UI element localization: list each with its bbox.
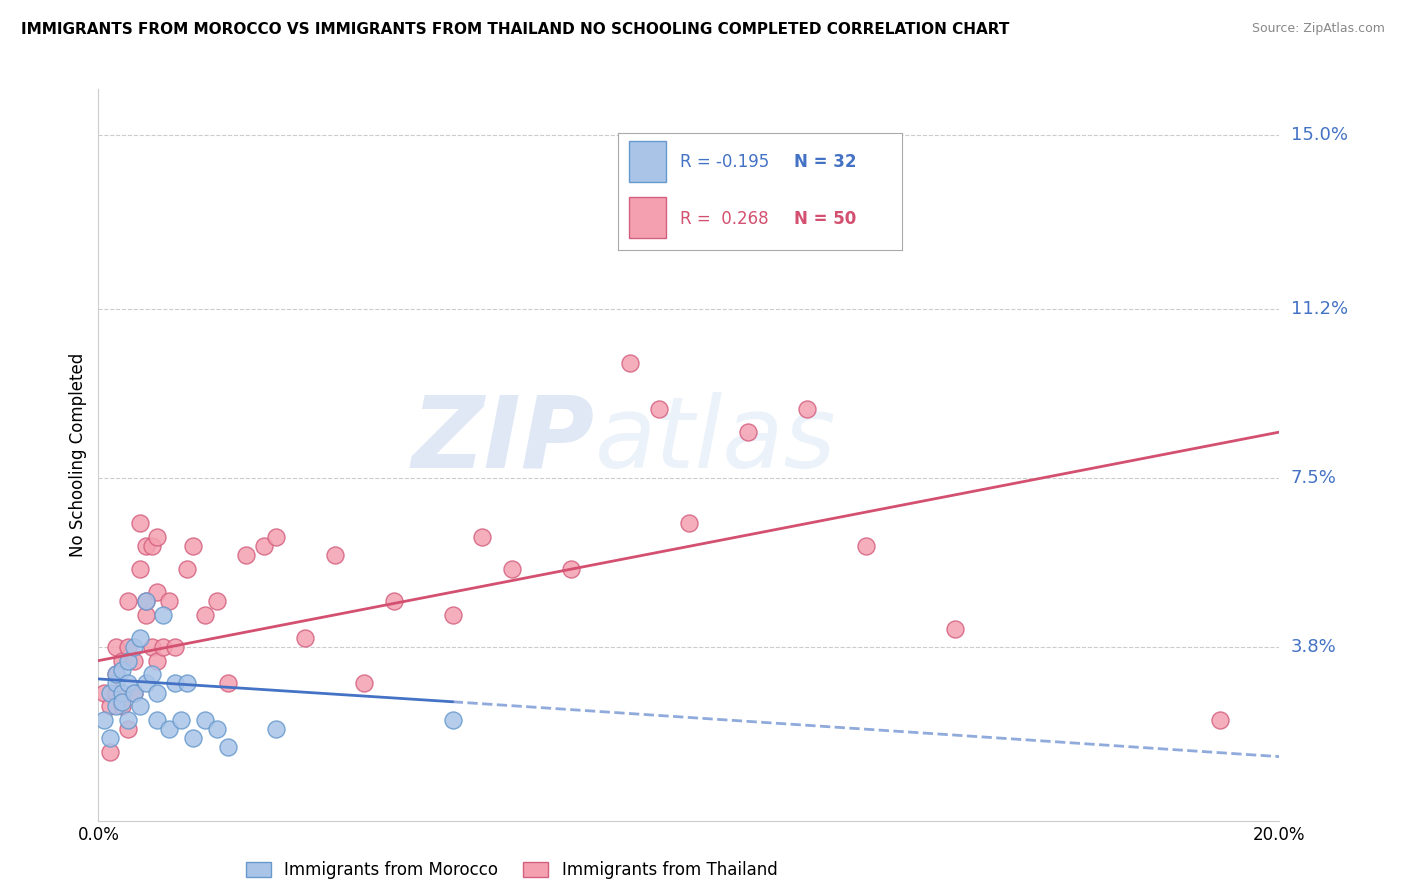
Point [98,685,121,699]
Point [105,640,128,654]
Point [205,723,228,737]
Point [128,562,150,576]
Point [141,539,163,553]
Point [135,676,157,690]
Y-axis label: No Schooling Completed: No Schooling Completed [69,353,87,557]
Point [165,640,187,654]
Point [93,713,115,727]
Point [98,731,121,746]
Point [217,676,239,690]
Point [170,713,193,727]
Point [105,667,128,681]
Point [122,685,145,699]
Point [117,723,139,737]
Point [146,713,169,727]
Point [181,539,204,553]
Point [105,676,128,690]
Point [105,667,128,681]
Point [176,676,198,690]
Point [323,549,346,563]
Text: 3.8%: 3.8% [1291,638,1336,656]
Point [105,699,128,714]
Point [135,594,157,608]
Point [135,594,157,608]
Point [648,402,671,417]
Point [560,562,582,576]
Text: atlas: atlas [595,392,837,489]
Point [135,607,157,622]
Point [796,402,818,417]
Point [98,699,121,714]
Point [165,676,187,690]
Point [855,539,877,553]
Point [141,640,163,654]
Point [737,425,759,439]
Point [943,622,966,636]
Point [117,676,139,690]
Point [111,663,134,677]
Point [135,539,157,553]
Point [152,640,174,654]
Point [264,723,287,737]
Text: IMMIGRANTS FROM MOROCCO VS IMMIGRANTS FROM THAILAND NO SCHOOLING COMPLETED CORRE: IMMIGRANTS FROM MOROCCO VS IMMIGRANTS FR… [21,22,1010,37]
Point [501,562,523,576]
Point [93,685,115,699]
Point [353,676,375,690]
Point [1209,713,1232,727]
Point [619,356,641,371]
Point [105,685,128,699]
Point [235,549,257,563]
Point [146,530,169,544]
Point [146,685,169,699]
Point [111,695,134,709]
Point [441,607,464,622]
Point [122,685,145,699]
Point [128,699,150,714]
Text: 7.5%: 7.5% [1291,469,1337,487]
Point [117,640,139,654]
Point [157,594,180,608]
Point [146,585,169,599]
Point [194,713,217,727]
Point [205,594,228,608]
Point [122,654,145,668]
Legend: Immigrants from Morocco, Immigrants from Thailand: Immigrants from Morocco, Immigrants from… [239,855,785,886]
Point [264,530,287,544]
Point [176,562,198,576]
Point [111,654,134,668]
Point [111,699,134,714]
Point [441,713,464,727]
Text: 15.0%: 15.0% [1291,126,1347,144]
Text: Source: ZipAtlas.com: Source: ZipAtlas.com [1251,22,1385,36]
Point [98,745,121,759]
Text: ZIP: ZIP [412,392,595,489]
Point [253,539,276,553]
Point [117,654,139,668]
Point [141,667,163,681]
Point [117,594,139,608]
Point [117,713,139,727]
Point [382,594,405,608]
Point [111,685,134,699]
Point [146,654,169,668]
Point [122,640,145,654]
Point [128,631,150,645]
Text: 11.2%: 11.2% [1291,300,1348,318]
Point [678,516,700,531]
Point [152,607,174,622]
Point [294,631,316,645]
Point [217,740,239,755]
Point [194,607,217,622]
Point [471,530,494,544]
Point [181,731,204,746]
Point [128,516,150,531]
Point [157,723,180,737]
